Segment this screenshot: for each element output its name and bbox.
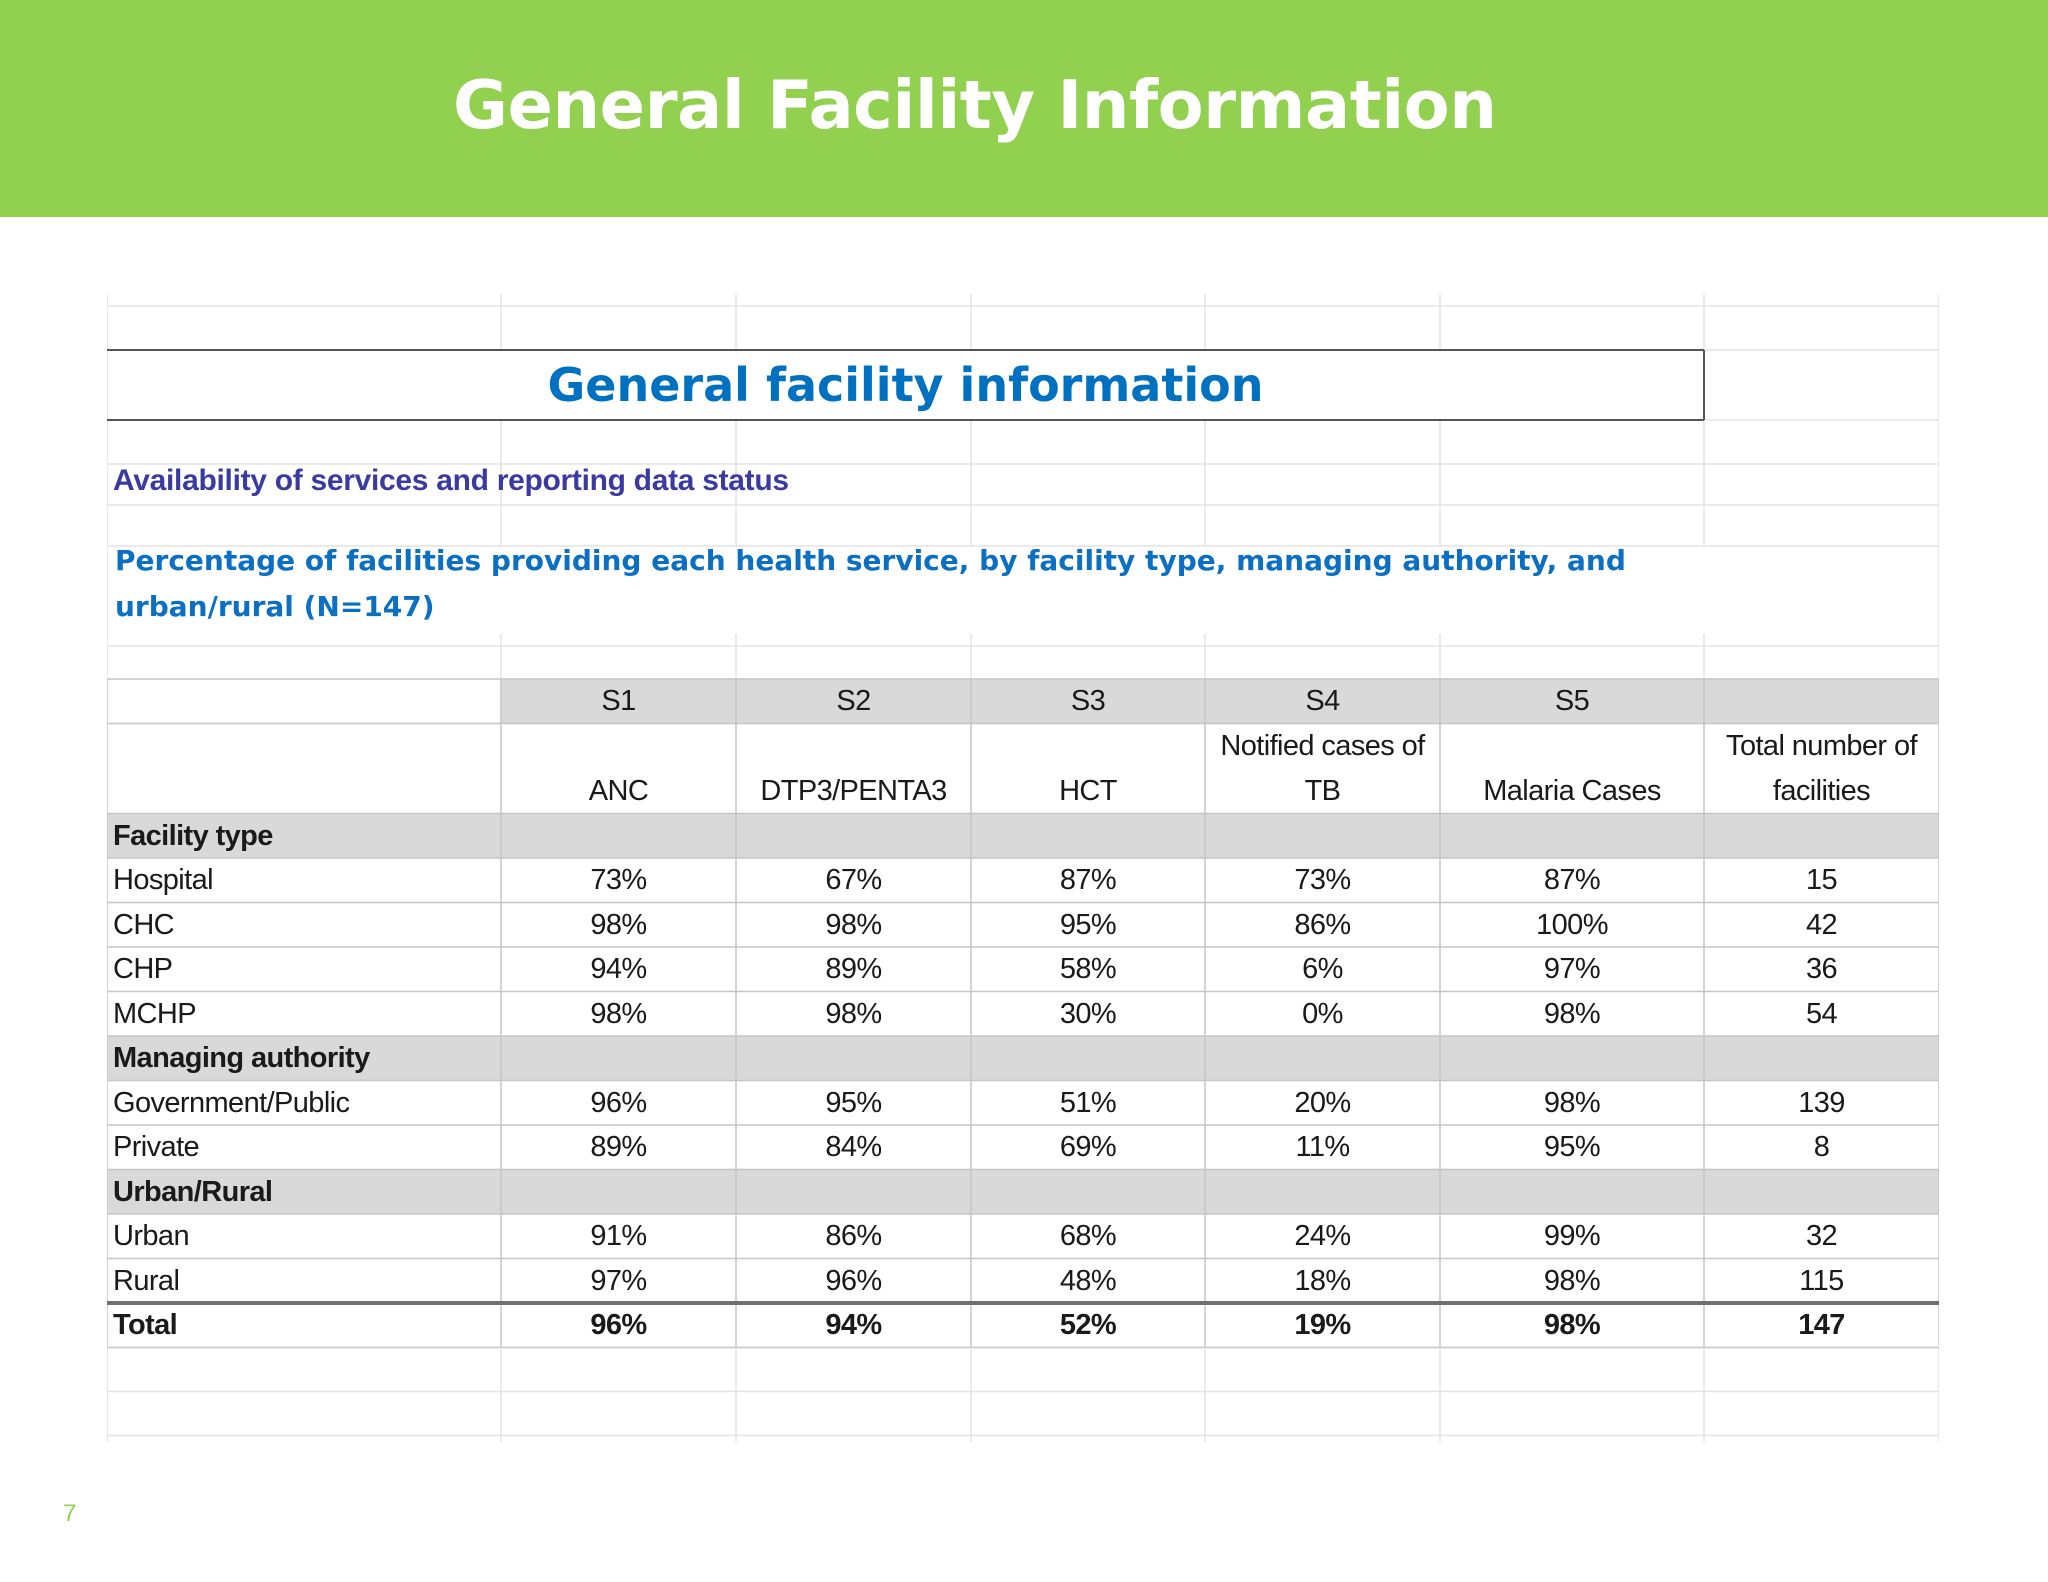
section-label: Managing authority (113, 1042, 370, 1074)
column-header: ANC (588, 774, 649, 807)
table-cell: 69% (1059, 1131, 1117, 1163)
table-cell: 86% (1294, 908, 1351, 941)
column-code: S3 (1070, 685, 1106, 717)
table-cell: 94% (590, 953, 647, 985)
title-banner: General Facility Information (0, 0, 2048, 217)
table-cell: 68% (1059, 1220, 1117, 1252)
column-header-line: facilities (1772, 774, 1871, 807)
table-cell: 96% (590, 1086, 647, 1119)
column-code: S4 (1305, 685, 1340, 717)
table-cell: 95% (1543, 1131, 1601, 1163)
row-label: CHC (113, 908, 175, 941)
row-label: CHP (113, 953, 173, 985)
sheet-main-title: General facility information (547, 358, 1264, 412)
table-cell: 15 (1805, 864, 1838, 896)
table-cell: 6% (1302, 953, 1343, 985)
table-cell: 98% (825, 997, 882, 1030)
column-code: S5 (1554, 685, 1590, 717)
table-cell: 11% (1295, 1131, 1350, 1163)
table-cell: 42 (1805, 908, 1838, 941)
table-cell: 51% (1059, 1086, 1117, 1119)
row-label: MCHP (113, 997, 197, 1030)
column-header-line: Notified cases of (1220, 729, 1425, 762)
table-cell: 95% (1059, 908, 1117, 941)
table-cell: 20% (1294, 1086, 1351, 1119)
table-cell: 100% (1536, 908, 1608, 941)
table-cell: 98% (1543, 1264, 1601, 1297)
table-cell: 8 (1813, 1131, 1830, 1163)
table-cell: 36 (1805, 953, 1838, 985)
total-value: 94% (825, 1309, 882, 1341)
table-cell: 87% (1543, 864, 1601, 896)
spreadsheet-grid (107, 294, 1939, 1442)
column-code (1704, 679, 1939, 724)
column-header: DTP3/PENTA3 (760, 774, 947, 807)
page-number: 7 (63, 1500, 77, 1527)
table-cell: 32 (1805, 1220, 1838, 1252)
table-cell: 67% (825, 864, 882, 896)
column-code: S1 (601, 685, 636, 717)
table-cell: 54 (1805, 997, 1838, 1030)
table-caption: Percentage of facilities providing each … (115, 544, 1626, 623)
row-label: Private (113, 1131, 200, 1163)
table-cell: 139 (1798, 1086, 1845, 1119)
table-cell: 98% (590, 997, 647, 1030)
column-code: S2 (836, 685, 871, 717)
table-cell: 98% (1543, 1086, 1601, 1119)
table-cell: 99% (1543, 1220, 1601, 1252)
table-cell: 97% (590, 1264, 647, 1297)
total-value: 52% (1059, 1309, 1117, 1341)
table-cell: 73% (1294, 864, 1351, 896)
table-cell: 24% (1294, 1220, 1351, 1252)
total-value: 19% (1294, 1309, 1351, 1341)
row-label: Government/Public (113, 1086, 350, 1119)
table-cell: 95% (825, 1086, 882, 1119)
total-label: Total (113, 1309, 178, 1341)
total-value: 147 (1798, 1309, 1845, 1341)
column-header-line: TB (1304, 774, 1341, 807)
table-cell: 58% (1059, 953, 1117, 985)
table-cell: 18% (1294, 1264, 1351, 1297)
section-label: Facility type (113, 819, 273, 852)
table-cell: 98% (825, 908, 882, 941)
table-cell: 48% (1059, 1264, 1117, 1297)
sheet-subtitle: Availability of services and reporting d… (113, 464, 789, 497)
table-cell: 86% (825, 1220, 882, 1252)
column-header: Malaria Cases (1483, 774, 1661, 807)
table-cell: 98% (590, 908, 647, 941)
table-cell: 98% (1543, 997, 1601, 1030)
section-label: Urban/Rural (113, 1175, 273, 1208)
column-header: HCT (1059, 774, 1117, 807)
table-cell: 30% (1059, 997, 1117, 1030)
total-value: 96% (590, 1309, 647, 1341)
table-cell: 97% (1543, 953, 1601, 985)
row-label: Rural (113, 1264, 180, 1297)
row-label: Hospital (113, 864, 214, 896)
table-cell: 87% (1059, 864, 1117, 896)
table-cell: 73% (590, 864, 647, 896)
table-cell: 89% (590, 1131, 647, 1163)
spreadsheet-image: General facility information Availabilit… (107, 294, 1939, 1442)
row-label: Urban (113, 1220, 190, 1252)
table-cell: 91% (590, 1220, 647, 1252)
table-cell: 84% (825, 1131, 882, 1163)
table-cell: 0% (1302, 997, 1343, 1030)
table-cell: 96% (825, 1264, 882, 1297)
total-value: 98% (1543, 1309, 1601, 1341)
table-cell: 115 (1799, 1264, 1844, 1297)
table-cell: 89% (825, 953, 882, 985)
column-header-line: Total number of (1726, 729, 1917, 762)
slide-title: General Facility Information (453, 66, 1497, 144)
